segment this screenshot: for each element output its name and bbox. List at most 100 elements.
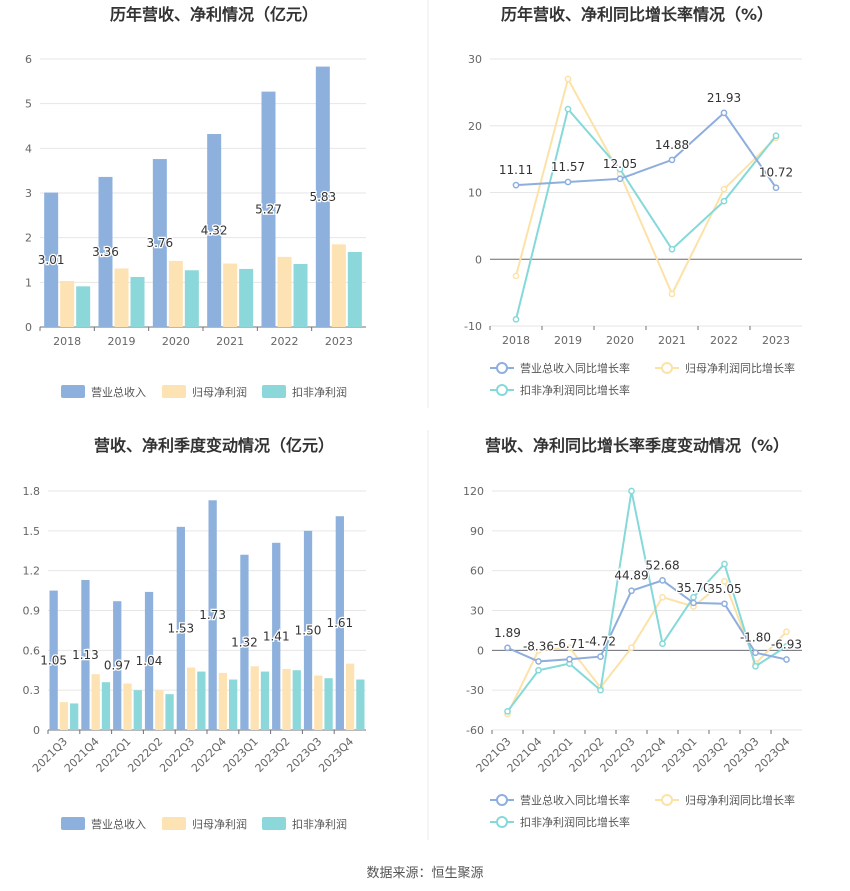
chart-title: 营收、净利同比增长率季度变动情况（%） xyxy=(485,436,789,455)
bar-revenue xyxy=(152,159,167,327)
data-label: -8.36 xyxy=(523,639,554,653)
chart-panel-4: 营收、净利同比增长率季度变动情况（%）-60-3003060901202021Q… xyxy=(463,436,803,829)
bar-deducted-net xyxy=(184,270,199,327)
data-label: 11.57 xyxy=(551,160,585,174)
bar-revenue xyxy=(335,516,344,730)
y-tick-label: -60 xyxy=(466,724,484,737)
x-tick-label: 2018 xyxy=(53,335,81,348)
data-label: 3.01 xyxy=(38,253,65,267)
bar-revenue xyxy=(208,500,217,730)
bar-revenue xyxy=(261,91,276,328)
data-label: 1.73 xyxy=(199,608,226,622)
data-label: 3.36 xyxy=(92,245,119,259)
series-line-parent-net xyxy=(515,76,777,297)
bar-parent-net xyxy=(218,672,228,730)
legend-label: 扣非净利润 xyxy=(292,817,347,831)
legend-label: 归母净利润 xyxy=(192,817,247,831)
legend-swatch-point xyxy=(496,816,508,828)
data-label: 14.88 xyxy=(655,138,689,152)
data-point xyxy=(772,184,780,192)
chart-title: 历年营收、净利情况（亿元） xyxy=(110,5,318,24)
bar-deducted-net xyxy=(229,679,238,730)
y-tick-label: 90 xyxy=(470,525,484,538)
series-line-parent-net xyxy=(506,579,788,715)
data-label: 35.70 xyxy=(676,581,710,595)
source-note: 数据来源：恒生聚源 xyxy=(366,866,484,881)
y-tick-label: 0.9 xyxy=(23,605,41,618)
x-tick-label: 2023Q4 xyxy=(316,735,356,775)
bar-deducted-net xyxy=(293,264,308,327)
bar-parent-net xyxy=(186,667,196,730)
bar-deducted-net xyxy=(197,671,206,730)
data-point xyxy=(659,640,666,648)
legend-swatch-point xyxy=(496,794,508,806)
data-point xyxy=(535,646,542,654)
legend-swatch xyxy=(61,385,85,398)
data-point xyxy=(659,577,666,584)
data-label: 52.68 xyxy=(645,558,679,572)
data-point xyxy=(512,315,520,323)
data-point xyxy=(628,487,635,495)
legend-swatch-point xyxy=(496,384,508,396)
y-tick-label: 3 xyxy=(25,187,32,200)
y-tick-label: 2 xyxy=(25,232,32,245)
data-point xyxy=(721,560,728,568)
data-point xyxy=(535,666,542,674)
legend-label: 扣非净利润同比增长率 xyxy=(520,815,630,829)
data-label: -4.72 xyxy=(585,635,616,649)
data-point xyxy=(659,593,666,601)
data-label: 5.27 xyxy=(255,202,282,216)
data-point xyxy=(783,656,790,663)
data-point xyxy=(512,181,520,189)
data-label: 44.89 xyxy=(614,569,648,583)
y-tick-label: 30 xyxy=(468,53,482,66)
legend-label: 营业总收入同比增长率 xyxy=(520,793,630,807)
bar-revenue xyxy=(207,134,222,327)
data-point xyxy=(720,109,728,117)
series-line-deducted-net xyxy=(515,106,777,320)
y-tick-label: 4 xyxy=(25,142,32,155)
bar-revenue xyxy=(272,542,281,730)
y-tick-label: 20 xyxy=(468,120,482,133)
bar-parent-net xyxy=(168,260,183,327)
chart-panel-1: 历年营收、净利情况（亿元） 0 1 2 3 4 5 6 2018 2019 2020 2021 2022… xyxy=(25,5,366,399)
bar-parent-net xyxy=(277,256,292,327)
x-tick-label: 2023 xyxy=(762,334,790,347)
y-tick-label: 1.8 xyxy=(23,485,41,498)
data-label: 1.53 xyxy=(167,621,194,635)
bar-deducted-net xyxy=(133,690,142,730)
x-tick-label: 2023 xyxy=(325,335,353,348)
bar-revenue xyxy=(98,176,113,327)
data-label: 1.05 xyxy=(40,653,67,667)
bar-revenue xyxy=(176,526,185,730)
data-point xyxy=(628,587,635,595)
legend-label: 营业总收入同比增长率 xyxy=(520,361,630,375)
x-tick-label: 2019 xyxy=(108,335,136,348)
bar-deducted-net xyxy=(324,678,333,730)
data-label: 35.05 xyxy=(707,582,741,596)
data-label: 5.83 xyxy=(309,190,336,204)
legend-label: 归母净利润同比增长率 xyxy=(685,793,795,807)
bar-deducted-net xyxy=(76,286,91,327)
data-point xyxy=(597,686,604,694)
data-point xyxy=(616,175,624,183)
bar-deducted-net xyxy=(260,671,270,730)
bar-deducted-net xyxy=(101,682,111,730)
bar-revenue xyxy=(303,530,313,730)
data-point xyxy=(721,600,728,608)
bar-parent-net xyxy=(345,663,355,730)
y-tick-label: 5 xyxy=(25,98,32,111)
data-label: -6.71 xyxy=(554,637,585,651)
legend-label: 归母净利润同比增长率 xyxy=(685,361,795,375)
series-line-revenue xyxy=(515,111,777,189)
legend-label: 归母净利润 xyxy=(192,385,247,399)
data-point xyxy=(752,649,759,657)
x-tick-label: 2018 xyxy=(502,334,530,347)
bar-parent-net xyxy=(155,690,164,730)
y-tick-label: -10 xyxy=(464,320,482,333)
data-point xyxy=(564,105,572,113)
y-tick-label: 0.6 xyxy=(23,644,41,657)
data-point xyxy=(512,272,520,280)
